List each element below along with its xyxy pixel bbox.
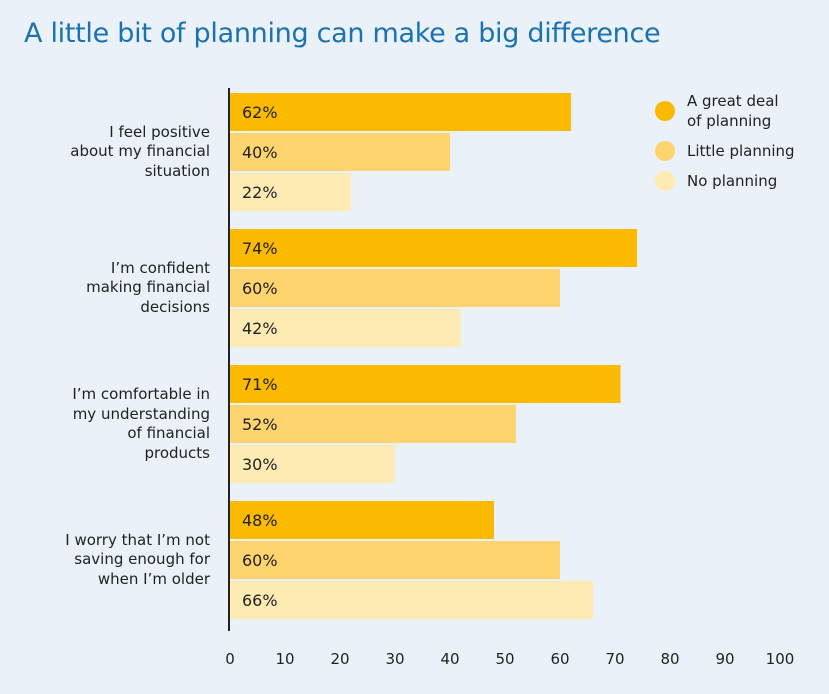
bar-value-label: 22% — [242, 183, 278, 202]
x-tick-labels-group: 0 10 20 30 40 50 60 70 80 90 100 — [225, 650, 794, 668]
x-tick-label: 0 — [225, 650, 235, 668]
bar-value-label: 71% — [242, 375, 278, 394]
bar — [230, 581, 593, 619]
legend-item-great-deal: A great deal of planning — [653, 91, 795, 131]
legend-label: A great deal of planning — [687, 92, 779, 130]
legend-swatch — [655, 141, 675, 161]
bar-value-label: 60% — [242, 551, 278, 570]
bar — [230, 269, 560, 307]
legend: A great deal of planning Little planning… — [653, 91, 795, 191]
category-label: I feel positive about my financial situa… — [70, 122, 210, 180]
bars-group — [230, 93, 637, 619]
x-tick-label: 100 — [766, 650, 795, 668]
category-label: I’m comfortable in my understanding of f… — [72, 385, 210, 462]
x-tick-label: 30 — [385, 650, 404, 668]
bar-value-label: 40% — [242, 143, 278, 162]
bar — [230, 309, 461, 347]
bar-value-label: 60% — [242, 279, 278, 298]
x-tick-label: 40 — [440, 650, 459, 668]
x-tick-label: 20 — [330, 650, 349, 668]
x-tick-label: 80 — [660, 650, 679, 668]
legend-item-no-planning: No planning — [653, 171, 795, 191]
x-tick-label: 70 — [605, 650, 624, 668]
legend-label: No planning — [687, 172, 778, 190]
bar-value-label: 74% — [242, 239, 278, 258]
bar — [230, 501, 494, 539]
bar — [230, 365, 621, 403]
bar-value-label: 42% — [242, 319, 278, 338]
bar — [230, 445, 395, 483]
legend-swatch — [655, 171, 675, 191]
legend-label: Little planning — [687, 142, 795, 160]
bar — [230, 133, 450, 171]
bar-value-label: 48% — [242, 511, 278, 530]
category-label: I worry that I’m not saving enough for w… — [65, 530, 210, 588]
x-tick-label: 10 — [275, 650, 294, 668]
bar — [230, 93, 571, 131]
legend-item-little-planning: Little planning — [653, 141, 795, 161]
bar — [230, 173, 351, 211]
bar — [230, 229, 637, 267]
bar — [230, 541, 560, 579]
bar-value-label: 52% — [242, 415, 278, 434]
bar-labels-group: 62% 40% 22% 74% 60% 42% 71% 52% 30% 48% 60% 66% — [242, 103, 278, 610]
bar-value-label: 62% — [242, 103, 278, 122]
x-tick-label: 90 — [715, 650, 734, 668]
category-label: I’m confident making financial decisions — [86, 258, 210, 316]
bar-value-label: 30% — [242, 455, 278, 474]
chart-title: A little bit of planning can make a big … — [24, 18, 661, 49]
bar-value-label: 66% — [242, 591, 278, 610]
x-tick-label: 50 — [495, 650, 514, 668]
legend-swatch — [655, 101, 675, 121]
bar — [230, 405, 516, 443]
x-tick-label: 60 — [550, 650, 569, 668]
